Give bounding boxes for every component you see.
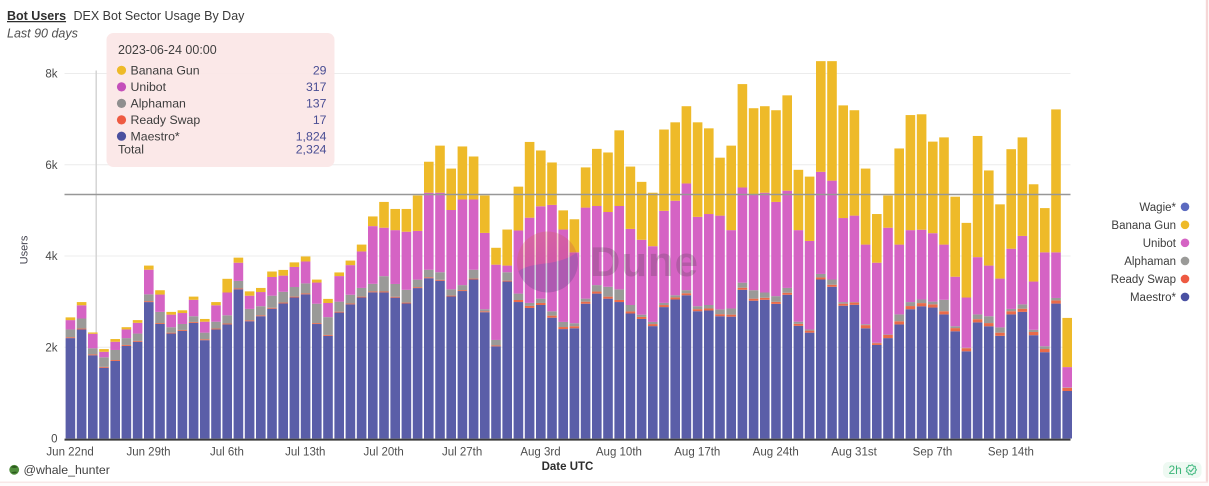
svg-text:2,324: 2,324 xyxy=(296,143,327,157)
svg-text:Maestro*: Maestro* xyxy=(1130,292,1177,304)
svg-text:DEX Bot Sector Usage By Day: DEX Bot Sector Usage By Day xyxy=(74,9,246,23)
svg-text:Alphaman: Alphaman xyxy=(1124,256,1176,268)
svg-text:Total: Total xyxy=(118,143,144,157)
svg-text:Users: Users xyxy=(19,235,31,264)
svg-text:Aug 17th: Aug 17th xyxy=(674,447,720,459)
svg-text:Unibot: Unibot xyxy=(131,80,167,94)
svg-text:8k: 8k xyxy=(45,69,57,81)
svg-text:Jul 27th: Jul 27th xyxy=(442,447,482,459)
svg-text:Maestro*: Maestro* xyxy=(131,130,180,144)
svg-text:17: 17 xyxy=(313,113,327,127)
svg-text:Jun 29th: Jun 29th xyxy=(126,447,170,459)
svg-text:Jul 13th: Jul 13th xyxy=(285,447,325,459)
svg-text:0: 0 xyxy=(51,434,57,446)
svg-text:317: 317 xyxy=(306,80,327,94)
svg-text:2k: 2k xyxy=(45,342,57,354)
svg-text:Alphaman: Alphaman xyxy=(131,97,187,111)
svg-text:Sep 7th: Sep 7th xyxy=(913,447,953,459)
svg-text:Dune: Dune xyxy=(590,238,699,285)
svg-text:6k: 6k xyxy=(45,160,57,172)
svg-text:@whale_hunter: @whale_hunter xyxy=(24,463,110,477)
svg-text:1,824: 1,824 xyxy=(296,130,327,144)
svg-text:Last 90 days: Last 90 days xyxy=(7,27,78,41)
svg-text:Jul 20th: Jul 20th xyxy=(364,447,404,459)
svg-text:Date UTC: Date UTC xyxy=(542,461,594,473)
svg-text:Sep 14th: Sep 14th xyxy=(988,447,1034,459)
svg-text:Banana Gun: Banana Gun xyxy=(131,64,200,78)
svg-text:Ready Swap: Ready Swap xyxy=(131,113,201,127)
svg-text:137: 137 xyxy=(306,97,327,111)
svg-text:Bot Users: Bot Users xyxy=(7,9,66,23)
svg-text:Ready Swap: Ready Swap xyxy=(1111,274,1176,286)
svg-text:Aug 10th: Aug 10th xyxy=(596,447,642,459)
svg-text:4k: 4k xyxy=(45,251,57,263)
svg-text:Banana Gun: Banana Gun xyxy=(1111,220,1176,232)
svg-text:Jun 22nd: Jun 22nd xyxy=(46,447,93,459)
svg-text:Aug 3rd: Aug 3rd xyxy=(520,447,560,459)
svg-text:Aug 31st: Aug 31st xyxy=(831,447,877,459)
svg-text:Aug 24th: Aug 24th xyxy=(753,447,799,459)
svg-text:2h: 2h xyxy=(1169,463,1182,477)
svg-text:Jul 6th: Jul 6th xyxy=(210,447,244,459)
svg-text:2023-06-24 00:00: 2023-06-24 00:00 xyxy=(118,43,217,57)
svg-text:Wagie*: Wagie* xyxy=(1139,202,1176,214)
svg-text:Unibot: Unibot xyxy=(1143,238,1177,250)
svg-text:29: 29 xyxy=(313,64,327,78)
